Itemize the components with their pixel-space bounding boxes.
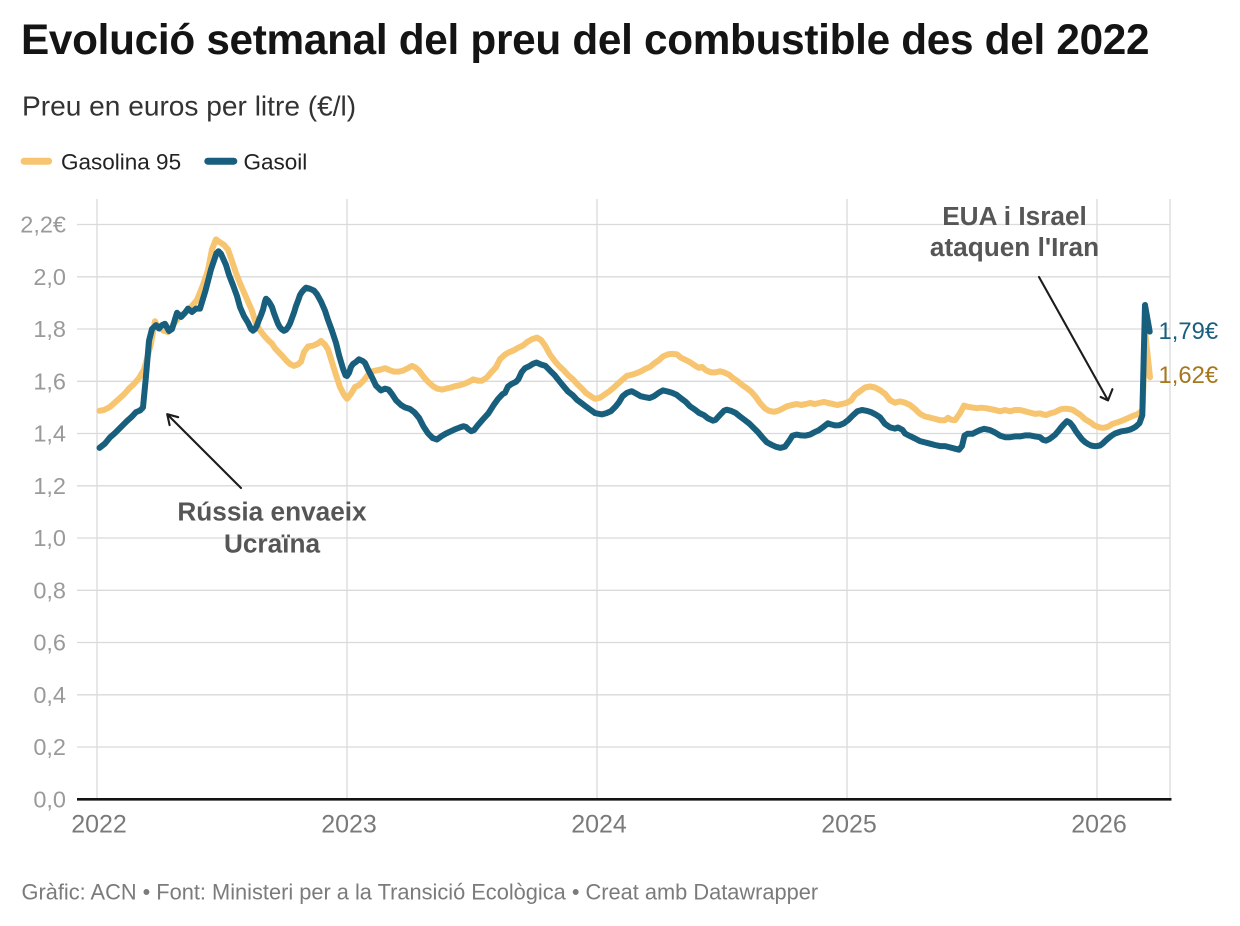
- svg-text:2026: 2026: [1071, 811, 1127, 839]
- svg-text:ataquen l'Iran: ataquen l'Iran: [930, 232, 1099, 262]
- svg-text:1,2: 1,2: [33, 473, 66, 499]
- svg-text:0,2: 0,2: [33, 734, 66, 760]
- svg-text:2022: 2022: [71, 811, 127, 839]
- svg-text:1,0: 1,0: [33, 525, 66, 551]
- svg-text:Rússia envaeix: Rússia envaeix: [177, 497, 367, 527]
- svg-text:2023: 2023: [321, 811, 377, 839]
- svg-text:2,2€: 2,2€: [20, 212, 66, 238]
- svg-text:0,8: 0,8: [33, 578, 66, 604]
- svg-text:1,6: 1,6: [33, 369, 66, 395]
- svg-text:Ucraïna: Ucraïna: [224, 528, 321, 558]
- svg-text:1,4: 1,4: [33, 421, 66, 447]
- svg-text:1,79€: 1,79€: [1159, 318, 1219, 345]
- svg-text:Gràfic: ACN • Font: Ministeri: Gràfic: ACN • Font: Ministeri per a la T…: [22, 880, 819, 905]
- svg-text:2025: 2025: [821, 811, 877, 839]
- svg-text:2024: 2024: [571, 811, 627, 839]
- svg-text:2,0: 2,0: [33, 264, 66, 290]
- svg-text:0,0: 0,0: [33, 787, 66, 813]
- svg-text:1,8: 1,8: [33, 316, 66, 342]
- svg-text:Gasoil: Gasoil: [244, 149, 308, 174]
- svg-text:0,6: 0,6: [33, 630, 66, 656]
- svg-text:Gasolina 95: Gasolina 95: [61, 149, 181, 174]
- svg-text:Evolució setmanal del preu del: Evolució setmanal del preu del combustib…: [21, 16, 1149, 63]
- svg-text:EUA i Israel: EUA i Israel: [942, 201, 1087, 231]
- svg-text:Preu en euros per litre (€/l): Preu en euros per litre (€/l): [22, 91, 356, 122]
- svg-text:1,62€: 1,62€: [1159, 362, 1219, 389]
- svg-text:0,4: 0,4: [33, 682, 66, 708]
